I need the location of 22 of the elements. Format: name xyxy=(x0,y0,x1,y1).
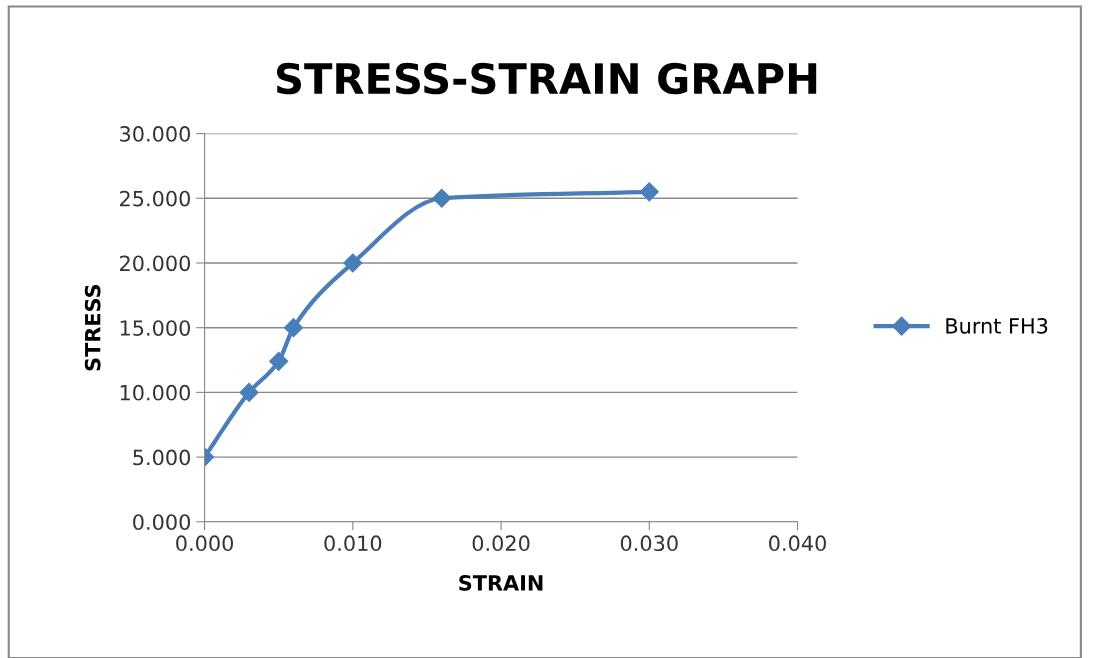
point xyxy=(239,382,259,402)
y-tick-label: 15.000 xyxy=(120,320,190,336)
y-tick-label: 0.000 xyxy=(133,514,190,531)
x-tick-label: 0.010 xyxy=(324,535,382,552)
point xyxy=(432,188,452,208)
x-axis-title: STRAIN xyxy=(459,574,543,591)
point xyxy=(269,351,289,371)
y-tick-label: 5.000 xyxy=(133,449,190,466)
point xyxy=(343,253,363,273)
x-tick-label: 0.030 xyxy=(620,535,678,552)
x-tick-label: 0.000 xyxy=(176,535,234,552)
x-tick-label: 0.040 xyxy=(769,535,826,552)
point xyxy=(639,182,659,202)
x-tick-label: 0.020 xyxy=(472,535,530,552)
chart-title: STRESS-STRAIN GRAPH xyxy=(277,62,817,95)
point xyxy=(283,318,304,338)
y-tick-label: 20.000 xyxy=(120,255,190,272)
y-tick-label: 10.000 xyxy=(120,384,190,401)
y-axis-title: STRESS xyxy=(84,284,101,371)
legend-label: Burnt FH3 xyxy=(946,317,1048,334)
y-tick-label: 30.000 xyxy=(120,126,190,142)
y-tick-label: 25.000 xyxy=(120,190,190,207)
